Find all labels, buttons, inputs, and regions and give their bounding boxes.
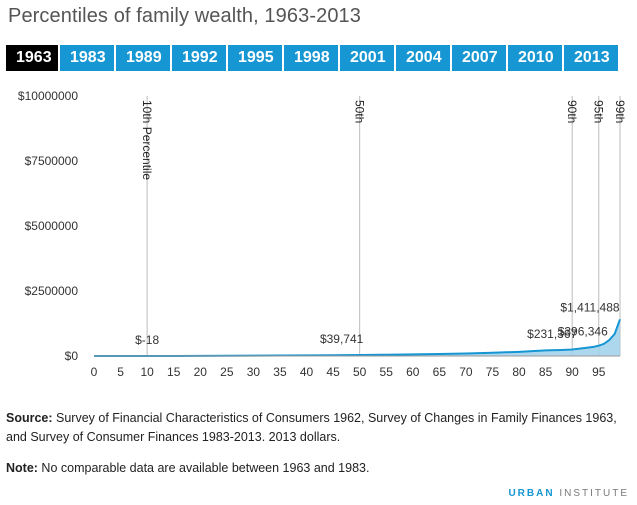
data-label: $39,741 xyxy=(320,332,364,346)
x-tick-label: 20 xyxy=(194,365,208,379)
brand-secondary: INSTITUTE xyxy=(559,488,629,499)
x-tick-label: 25 xyxy=(220,365,234,379)
data-label: $1,411,488 xyxy=(560,300,619,314)
tab-2001[interactable]: 2001 xyxy=(340,45,394,71)
reference-line-label: 90th xyxy=(565,100,579,123)
x-tick-label: 75 xyxy=(486,365,500,379)
x-tick-label: 65 xyxy=(433,365,447,379)
chart-title: Percentiles of family wealth, 1963-2013 xyxy=(8,5,361,27)
x-tick-label: 35 xyxy=(273,365,287,379)
tab-1995[interactable]: 1995 xyxy=(228,45,282,71)
tab-1998[interactable]: 1998 xyxy=(284,45,338,71)
tab-2013[interactable]: 2013 xyxy=(564,45,618,71)
y-tick-label: $0 xyxy=(65,349,79,363)
tab-1983[interactable]: 1983 xyxy=(60,45,114,71)
x-tick-label: 80 xyxy=(512,365,526,379)
tab-1992[interactable]: 1992 xyxy=(172,45,226,71)
wealth-area xyxy=(94,319,620,356)
reference-line-label: 10th Percentile xyxy=(140,100,154,180)
x-tick-label: 5 xyxy=(117,365,124,379)
x-tick-label: 95 xyxy=(592,365,606,379)
data-label: $-18 xyxy=(135,333,159,347)
tab-2010[interactable]: 2010 xyxy=(508,45,562,71)
tab-2007[interactable]: 2007 xyxy=(452,45,506,71)
data-label: $396,346 xyxy=(558,325,608,339)
year-tabs: 1963 1983 1989 1992 1995 1998 2001 2004 2007 2010… xyxy=(6,45,618,71)
urban-institute-logo: URBAN INSTITUTE xyxy=(508,488,629,499)
y-tick-label: $2500000 xyxy=(25,284,79,298)
source-label: Source: xyxy=(6,411,53,425)
source-text: Survey of Financial Characteristics of C… xyxy=(6,411,617,444)
reference-line-label: 95th xyxy=(592,100,606,123)
y-tick-label: $10000000 xyxy=(18,89,78,103)
reference-line-label: 99th xyxy=(613,100,627,123)
x-tick-label: 50 xyxy=(353,365,367,379)
x-tick-label: 60 xyxy=(406,365,420,379)
brand-primary: URBAN xyxy=(508,488,555,499)
x-tick-label: 85 xyxy=(539,365,553,379)
note-label: Note: xyxy=(6,461,38,475)
y-tick-label: $7500000 xyxy=(25,154,79,168)
x-tick-label: 15 xyxy=(167,365,181,379)
reference-line-label: 50th xyxy=(353,100,367,123)
data-label: $231,367 xyxy=(527,327,577,341)
tab-1989[interactable]: 1989 xyxy=(116,45,170,71)
x-tick-label: 40 xyxy=(300,365,314,379)
wealth-percentile-chart: $0 $2500000 $5000000 $7500000 $10000000 10th … xyxy=(18,89,627,379)
tab-1963[interactable]: 1963 xyxy=(6,45,58,71)
footnote: Note: No comparable data are available b… xyxy=(6,459,631,478)
x-tick-label: 10 xyxy=(140,365,154,379)
x-tick-label: 70 xyxy=(459,365,473,379)
x-tick-label: 30 xyxy=(247,365,261,379)
y-tick-label: $5000000 xyxy=(25,219,79,233)
x-tick-label: 45 xyxy=(326,365,340,379)
x-tick-label: 55 xyxy=(380,365,394,379)
x-tick-label: 0 xyxy=(91,365,98,379)
x-tick-label: 90 xyxy=(566,365,580,379)
note-text: No comparable data are available between… xyxy=(37,461,370,475)
source-note: Source: Survey of Financial Characterist… xyxy=(6,409,631,447)
tab-2004[interactable]: 2004 xyxy=(396,45,450,71)
